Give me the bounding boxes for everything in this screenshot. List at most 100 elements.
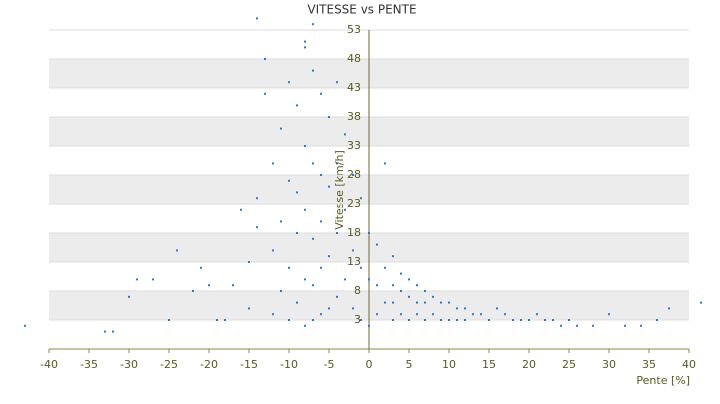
- y-tick-label: 53: [347, 23, 361, 36]
- point: [560, 324, 562, 327]
- point: [328, 116, 330, 118]
- point: [288, 266, 290, 269]
- point: [408, 319, 410, 321]
- point: [576, 324, 578, 327]
- x-tick-label: 0: [366, 358, 373, 371]
- point: [296, 232, 298, 234]
- x-tick-label: 40: [682, 358, 696, 371]
- point: [424, 301, 426, 304]
- point: [512, 319, 514, 321]
- point: [280, 127, 282, 130]
- point: [312, 284, 314, 287]
- point: [280, 220, 282, 223]
- point: [624, 324, 626, 327]
- point: [104, 330, 106, 333]
- point: [376, 243, 378, 246]
- y-tick-label: 48: [347, 52, 361, 65]
- point: [128, 295, 130, 298]
- point: [456, 319, 458, 321]
- point: [256, 197, 258, 200]
- point: [456, 307, 458, 310]
- point: [392, 255, 394, 258]
- point: [392, 301, 394, 304]
- point: [208, 284, 210, 287]
- point: [668, 307, 670, 310]
- y-tick-label: 13: [347, 255, 361, 268]
- point: [552, 319, 554, 321]
- point: [312, 69, 314, 72]
- point: [232, 284, 234, 287]
- point: [256, 17, 258, 20]
- point: [360, 319, 362, 321]
- point: [256, 226, 258, 229]
- x-tick-label: 25: [562, 358, 576, 371]
- x-tick-label: 30: [602, 358, 616, 371]
- x-tick-label: -15: [240, 358, 258, 371]
- point: [264, 58, 266, 60]
- x-tick-label: 10: [442, 358, 456, 371]
- x-tick-label: -25: [160, 358, 178, 371]
- point: [328, 255, 330, 258]
- point: [224, 319, 226, 321]
- point: [384, 301, 386, 304]
- point: [136, 278, 138, 281]
- point: [368, 232, 370, 234]
- point: [432, 313, 434, 316]
- point: [520, 319, 522, 321]
- point: [272, 249, 274, 252]
- point: [344, 278, 346, 281]
- x-tick-label: -20: [200, 358, 218, 371]
- y-tick-label: 8: [354, 284, 361, 297]
- point: [408, 295, 410, 298]
- point: [328, 185, 330, 188]
- x-tick-label: -30: [120, 358, 138, 371]
- point: [400, 290, 402, 292]
- point: [432, 295, 434, 298]
- point: [700, 301, 702, 304]
- point: [384, 162, 386, 165]
- y-tick-label: 18: [347, 226, 361, 239]
- point: [376, 313, 378, 316]
- point: [320, 220, 322, 223]
- x-tick-label: -40: [40, 358, 58, 371]
- x-tick-label: -5: [324, 358, 335, 371]
- point: [464, 319, 466, 321]
- point: [336, 162, 338, 165]
- y-tick-label: 23: [347, 197, 361, 210]
- x-tick-label: -35: [80, 358, 98, 371]
- point: [312, 237, 314, 240]
- point: [376, 284, 378, 287]
- point: [568, 319, 570, 321]
- point: [424, 319, 426, 321]
- x-tick-label: 5: [406, 358, 413, 371]
- point: [264, 92, 266, 95]
- point: [384, 266, 386, 269]
- point: [112, 330, 114, 333]
- point: [296, 191, 298, 194]
- point: [320, 174, 322, 176]
- point: [152, 278, 154, 281]
- y-tick-label: 43: [347, 81, 361, 94]
- point: [360, 197, 362, 200]
- point: [248, 307, 250, 310]
- point: [336, 232, 338, 234]
- point: [472, 313, 474, 316]
- point: [312, 162, 314, 165]
- y-tick-label: 33: [347, 139, 361, 152]
- point: [336, 81, 338, 84]
- point: [304, 40, 306, 43]
- point: [608, 313, 610, 316]
- point: [200, 266, 202, 269]
- point: [176, 249, 178, 252]
- point: [440, 301, 442, 304]
- point: [424, 290, 426, 292]
- point: [312, 319, 314, 321]
- point: [320, 266, 322, 269]
- point: [344, 208, 346, 211]
- x-axis-label: Pente [%]: [636, 374, 690, 387]
- y-tick-label: 38: [347, 110, 361, 123]
- point: [248, 261, 250, 263]
- point: [168, 319, 170, 321]
- point: [488, 319, 490, 321]
- point: [368, 278, 370, 281]
